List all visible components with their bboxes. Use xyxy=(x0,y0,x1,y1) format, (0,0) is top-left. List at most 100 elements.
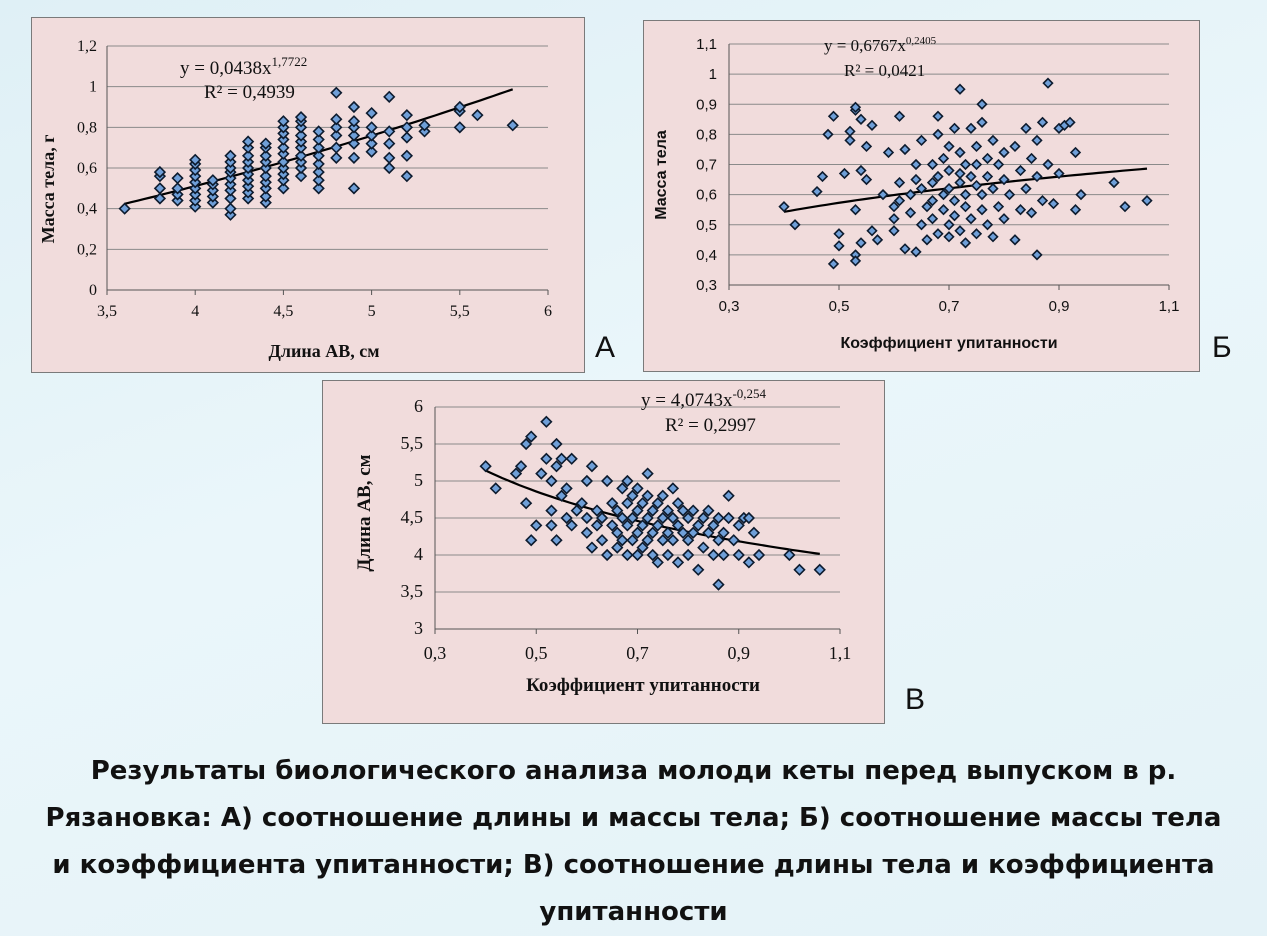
chart-b-point xyxy=(926,176,939,189)
chart-a-point xyxy=(347,182,361,195)
chart-c-point xyxy=(585,541,599,554)
chart-a-point xyxy=(171,182,184,195)
chart-b-point xyxy=(822,128,834,141)
chart-c-point xyxy=(636,497,649,510)
chart-b-point xyxy=(855,164,867,177)
chart-c-point xyxy=(793,563,806,576)
chart-c-y-tick-label: 4,5 xyxy=(401,507,424,527)
chart-b-point xyxy=(833,240,845,252)
chart-c-point xyxy=(641,489,654,502)
chart-b-point xyxy=(1009,140,1021,153)
figure-caption: Результаты биологического анализа молоди… xyxy=(45,756,1222,927)
chart-b-point xyxy=(888,201,900,213)
chart-b-point xyxy=(1119,201,1131,213)
chart-c-point xyxy=(697,541,710,554)
chart-b-point xyxy=(893,195,906,207)
chart-b-points xyxy=(778,77,1153,270)
chart-c-y-tick-label: 4 xyxy=(414,544,423,564)
chart-b-point xyxy=(943,140,955,153)
chart-b-point xyxy=(970,179,983,192)
chart-b-point xyxy=(959,201,972,213)
chart-b-point xyxy=(1031,134,1043,147)
chart-b-point xyxy=(998,213,1010,225)
chart-c-point xyxy=(666,511,680,525)
chart-c-y-tick-label: 6 xyxy=(414,396,423,416)
chart-a-point xyxy=(277,155,290,169)
chart-c-x-tick-label: 0,5 xyxy=(525,643,548,663)
chart-a-point xyxy=(347,100,361,114)
chart-c-point xyxy=(666,534,680,547)
chart-a-y-tick-label: 1 xyxy=(89,79,97,96)
chart-panel-b: 0,3 0,4 0,5 0,6 0,7 0,8 0,9 1 1,1 0,3 0,5 0,7 0,9 1,1… xyxy=(643,20,1200,372)
chart-c-point xyxy=(621,474,634,488)
chart-b-point xyxy=(827,110,840,122)
chart-c-point xyxy=(525,430,538,443)
chart-a-x-tick-label: 6 xyxy=(544,303,552,320)
chart-c-point xyxy=(692,563,705,576)
chart-b-y-tick-label: 0,8 xyxy=(696,126,717,143)
chart-a-point xyxy=(330,121,343,134)
chart-a-point xyxy=(347,115,361,128)
chart-c-point xyxy=(676,526,690,539)
chart-b-point xyxy=(1025,152,1038,165)
chart-c-y-tick-label: 5,5 xyxy=(401,433,424,453)
chart-b-point xyxy=(937,204,950,216)
chart-b-point xyxy=(926,158,939,171)
chart-c-points xyxy=(479,415,826,591)
chart-c-point xyxy=(595,511,609,525)
chart-b-point xyxy=(992,158,1005,171)
chart-c-point xyxy=(666,482,680,495)
chart-b-y-tick-label: 1,1 xyxy=(696,36,717,53)
chart-c-point xyxy=(590,519,604,532)
chart-c-point xyxy=(550,437,563,451)
chart-c-point xyxy=(702,504,715,517)
chart-c-point xyxy=(732,548,745,562)
chart-c-point xyxy=(702,526,715,539)
chart-b-point xyxy=(904,207,917,219)
chart-b-point xyxy=(1047,198,1060,210)
chart-a-y-tick-label: 0 xyxy=(89,282,97,299)
chart-b-point xyxy=(844,134,856,147)
chart-a-point xyxy=(312,165,325,179)
chart-c-point xyxy=(550,460,563,473)
chart-b-point xyxy=(976,98,988,110)
chart-a-point xyxy=(383,125,396,138)
chart-b-point xyxy=(899,143,911,156)
chart-a-y-tick-label: 0,6 xyxy=(77,160,97,177)
chart-a-point xyxy=(400,149,414,162)
chart-c-point xyxy=(742,556,756,569)
chart-b-point xyxy=(998,173,1010,186)
chart-c-point xyxy=(585,460,599,473)
chart-a-point xyxy=(259,149,272,162)
chart-c-point xyxy=(646,548,659,562)
chart-b-point xyxy=(1031,170,1043,183)
chart-c-point xyxy=(580,511,594,525)
chart-b-point xyxy=(932,128,944,141)
chart-b-point xyxy=(1036,116,1049,128)
chart-b-point xyxy=(987,231,999,243)
chart-c-grid xyxy=(435,406,840,593)
chart-c-point xyxy=(697,511,710,525)
chart-b-point xyxy=(948,122,961,134)
chart-a-point xyxy=(153,165,167,179)
chart-a-y-tick-label: 0,4 xyxy=(77,201,97,218)
chart-c-point xyxy=(626,511,639,525)
chart-c-point xyxy=(626,489,639,502)
chart-c-point xyxy=(560,511,573,525)
chart-b-point xyxy=(992,201,1005,213)
chart-b-point xyxy=(954,167,966,180)
chart-a-point xyxy=(277,182,290,195)
chart-a-point xyxy=(347,151,361,164)
chart-a-point xyxy=(312,125,325,138)
chart-c-point xyxy=(555,489,568,502)
chart-a-points xyxy=(118,86,519,221)
chart-c-point xyxy=(687,526,700,539)
chart-b-point xyxy=(849,204,862,216)
chart-b-x-tick-label: 0,3 xyxy=(719,298,740,315)
chart-c-point xyxy=(631,526,644,539)
chart-c-point xyxy=(606,519,619,532)
chart-c-point xyxy=(671,497,685,510)
chart-b-point xyxy=(893,176,906,189)
chart-c-point xyxy=(707,519,720,532)
chart-c-point xyxy=(621,497,634,510)
